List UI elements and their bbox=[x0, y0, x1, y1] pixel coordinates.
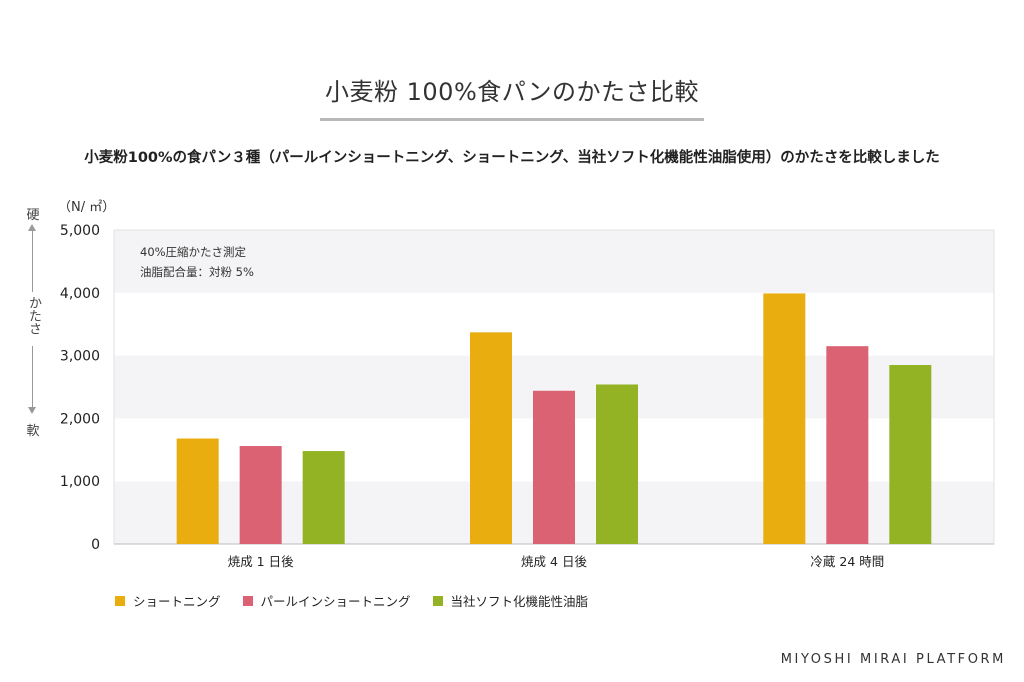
legend-swatch bbox=[432, 595, 443, 606]
y-tick-label: 1,000 bbox=[60, 474, 100, 490]
bar bbox=[470, 332, 512, 544]
soft-label: 軟 bbox=[26, 424, 40, 439]
legend-item-softening-fat: 当社ソフト化機能性油脂 bbox=[432, 591, 589, 610]
x-tick-label: 焼成 4 日後 bbox=[521, 554, 587, 569]
x-tick-label: 焼成 1 日後 bbox=[228, 554, 294, 569]
down-arrow-icon bbox=[28, 407, 36, 414]
chart-title: 小麦粉 100%食パンのかたさ比較 bbox=[325, 78, 699, 106]
y-axis-unit: （N/ ㎡） bbox=[58, 200, 116, 215]
bar bbox=[239, 446, 282, 544]
bar bbox=[596, 384, 638, 544]
hard-label: 硬 bbox=[26, 208, 40, 223]
bar bbox=[533, 390, 575, 544]
y-tick-label: 3,000 bbox=[60, 349, 100, 365]
legend: ショートニング パールインショートニング 当社ソフト化機能性油脂 bbox=[115, 591, 610, 610]
down-arrow-line bbox=[32, 346, 33, 408]
y-tick-label: 0 bbox=[91, 537, 100, 553]
brand-logo-text: MIYOSHI MIRAI PLATFORM bbox=[780, 652, 1006, 667]
chart-subtitle: 小麦粉100%の食パン３種（パールインショートニング、ショートニング、当社ソフト… bbox=[84, 150, 940, 166]
legend-label: ショートニング bbox=[133, 594, 221, 609]
legend-label: パールインショートニング bbox=[260, 594, 411, 609]
title-underline bbox=[320, 118, 704, 121]
bar bbox=[176, 438, 219, 544]
legend-swatch bbox=[115, 595, 125, 606]
legend-swatch bbox=[242, 595, 253, 606]
bar bbox=[302, 451, 345, 544]
legend-item-shortening: ショートニング bbox=[115, 591, 221, 610]
up-arrow-icon bbox=[28, 224, 36, 231]
y-tick-label: 2,000 bbox=[60, 411, 100, 427]
legend-item-pearl-in: パールインショートニング bbox=[242, 591, 411, 610]
y-tick-label: 4,000 bbox=[60, 286, 100, 302]
grid-band bbox=[114, 292, 994, 356]
x-tick-label: 冷蔵 24 時間 bbox=[810, 554, 884, 569]
legend-label: 当社ソフト化機能性油脂 bbox=[450, 594, 589, 609]
bar bbox=[889, 365, 932, 544]
bar bbox=[763, 293, 806, 544]
note-line-1: 40%圧縮かたさ測定 bbox=[140, 245, 247, 259]
hardness-label: かたさ bbox=[26, 296, 41, 335]
grid-band bbox=[114, 230, 994, 293]
note-line-2: 油脂配合量：対粉 5% bbox=[140, 265, 254, 279]
up-arrow-line bbox=[32, 230, 33, 292]
y-tick-label: 5,000 bbox=[60, 223, 100, 239]
bar bbox=[826, 346, 869, 544]
